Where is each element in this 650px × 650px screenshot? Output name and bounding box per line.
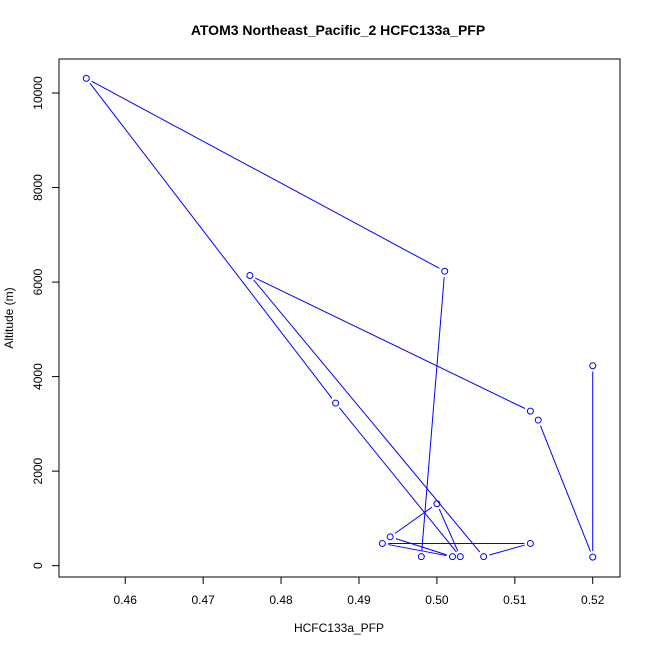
x-tick-label: 0.50	[425, 593, 449, 607]
plot-frame	[58, 58, 621, 578]
series-segment	[489, 544, 525, 556]
x-tick-label: 0.52	[581, 593, 605, 607]
data-point	[386, 533, 394, 541]
series-segment	[91, 80, 440, 269]
series-layer	[82, 74, 597, 561]
data-point	[332, 399, 340, 407]
data-point	[480, 553, 488, 561]
data-point	[378, 539, 386, 547]
series-segment	[338, 407, 457, 553]
series-segment	[539, 425, 591, 552]
data-point	[526, 539, 534, 547]
data-point	[589, 362, 597, 370]
x-tick-label: 0.47	[191, 593, 215, 607]
series-segment	[394, 506, 433, 534]
series-segment	[438, 509, 459, 552]
y-tick-label: 6000	[31, 268, 45, 295]
y-tick-label: 2000	[31, 457, 45, 484]
y-tick-label: 10000	[31, 76, 45, 110]
data-point	[433, 500, 441, 508]
series-segment	[395, 538, 447, 556]
data-point	[448, 553, 456, 561]
data-point	[589, 553, 597, 561]
y-tick-label: 0	[31, 562, 45, 569]
series-segment	[89, 82, 333, 399]
y-axis-label: Altitude (m)	[2, 287, 16, 348]
x-axis: 0.46 0.47 0.48 0.49 0.50 0.51 0.52	[114, 576, 605, 607]
series-segment	[388, 544, 447, 557]
data-point	[456, 553, 464, 561]
series-segment	[421, 277, 445, 551]
data-point	[82, 74, 90, 82]
y-axis: 0 2000 4000 6000 8000 10000	[31, 76, 60, 569]
x-axis-label: HCFC133a_PFP	[294, 621, 384, 635]
series-segment	[255, 277, 526, 409]
x-tick-label: 0.48	[269, 593, 293, 607]
x-tick-label: 0.46	[114, 593, 138, 607]
data-point	[526, 407, 534, 415]
data-point	[417, 553, 425, 561]
series-segment	[253, 279, 481, 553]
x-tick-label: 0.49	[347, 593, 371, 607]
y-tick-label: 8000	[31, 174, 45, 201]
y-tick-label: 4000	[31, 363, 45, 390]
data-point	[441, 267, 449, 275]
data-point	[246, 271, 254, 279]
chart-title: ATOM3 Northeast_Pacific_2 HCFC133a_PFP	[191, 22, 485, 38]
x-tick-label: 0.51	[503, 593, 527, 607]
data-point	[534, 416, 542, 424]
